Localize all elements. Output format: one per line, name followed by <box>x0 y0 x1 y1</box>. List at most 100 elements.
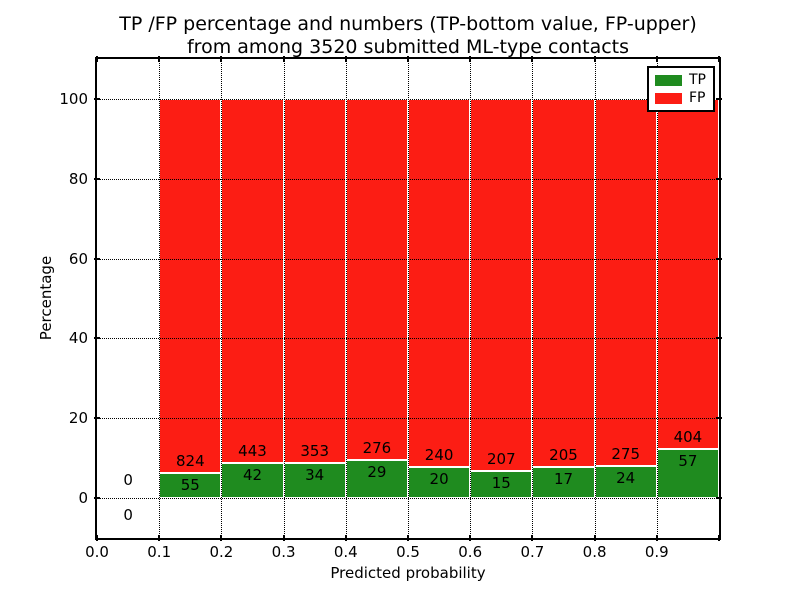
x-tick-mark-bottom <box>220 535 223 541</box>
x-tick-label: 0.7 <box>520 543 545 561</box>
chart-title-line2: from among 3520 submitted ML-type contac… <box>186 36 630 58</box>
grid-line-horizontal <box>97 418 719 420</box>
x-tick-mark-bottom <box>407 535 409 541</box>
x-tick-mark-bottom <box>96 535 98 541</box>
fp-count-label: 205 <box>549 446 578 465</box>
grid-line-vertical <box>345 59 347 538</box>
grid-line-vertical <box>408 59 409 538</box>
x-tick-label: 0.8 <box>582 543 607 561</box>
x-tick-label: 0.5 <box>396 543 420 561</box>
bar-segment-tp <box>283 462 346 498</box>
legend-label-tp: TP <box>689 72 706 88</box>
tp-count-label: 0 <box>123 506 133 524</box>
x-tick-label: 0.0 <box>85 543 109 561</box>
tp-count-label: 17 <box>553 470 574 489</box>
grid-line-horizontal <box>97 99 719 100</box>
x-tick-label: 0.3 <box>271 543 296 561</box>
fp-count-label: 0 <box>123 471 133 489</box>
fp-count-label: 240 <box>424 446 454 465</box>
legend-item-tp: TP <box>655 73 707 87</box>
tp-count-label: 34 <box>305 465 325 484</box>
grid-line-vertical <box>159 59 161 538</box>
tp-count-label: 55 <box>180 476 200 495</box>
x-tick-label: 0.1 <box>147 543 172 561</box>
chart-title: TP /FP percentage and numbers (TP-bottom… <box>97 13 719 59</box>
x-tick-mark-bottom <box>344 535 347 541</box>
bar-segment-fp <box>532 99 595 468</box>
x-tick-mark-top <box>220 56 223 62</box>
y-tick-mark-left <box>94 98 100 100</box>
y-tick-mark-left <box>94 257 100 260</box>
grid-line-horizontal <box>97 498 719 499</box>
y-tick-mark-left <box>94 337 100 340</box>
bar-segment-fp <box>345 99 408 461</box>
bar-segment-fp <box>594 99 657 466</box>
bar-segment-fp <box>159 99 222 474</box>
x-tick-mark-top <box>655 56 658 62</box>
grid-line-vertical <box>283 59 285 538</box>
x-tick-label: 0.6 <box>458 543 483 561</box>
fp-count-label: 276 <box>362 439 392 458</box>
grid-line-vertical <box>221 59 223 538</box>
tp-count-label: 24 <box>616 468 636 487</box>
x-tick-mark-bottom <box>469 535 472 541</box>
bar-segment-fp <box>470 99 533 472</box>
y-tick-mark-left <box>94 417 100 420</box>
grid-line-vertical <box>470 59 472 538</box>
grid-line-horizontal <box>97 178 719 180</box>
bar-segment-tp <box>532 467 595 498</box>
y-tick-label: 40 <box>68 329 88 348</box>
grid-line-vertical <box>594 59 596 538</box>
legend-item-fp: FP <box>655 91 707 105</box>
x-tick-label: 0.4 <box>333 543 358 561</box>
tp-count-label: 15 <box>491 474 511 493</box>
x-tick-mark-bottom <box>158 535 161 541</box>
tp-count-label: 42 <box>242 466 263 485</box>
y-tick-label: 0 <box>78 489 88 507</box>
y-tick-mark-right <box>716 177 722 180</box>
chart-title-line1: TP /FP percentage and numbers (TP-bottom… <box>119 13 697 35</box>
x-tick-mark-bottom <box>531 535 534 541</box>
x-tick-mark-top <box>469 56 472 62</box>
legend: TP FP <box>647 66 715 112</box>
x-tick-mark-bottom <box>718 535 720 541</box>
legend-label-fp: FP <box>689 90 706 106</box>
tp-count-label: 57 <box>678 451 698 470</box>
tp-count-label: 20 <box>429 470 449 489</box>
x-tick-mark-top <box>96 56 98 62</box>
bar-segment-tp <box>159 473 222 498</box>
grid-line-vertical <box>656 59 658 538</box>
bar-segment-tp <box>656 448 719 498</box>
x-tick-mark-top <box>718 56 720 62</box>
fp-count-label: 824 <box>175 452 205 471</box>
fp-count-label: 404 <box>673 427 703 446</box>
y-tick-label: 80 <box>68 169 88 188</box>
y-tick-mark-left <box>94 177 100 180</box>
y-tick-mark-right <box>716 257 722 260</box>
bar-segment-fp <box>221 99 284 464</box>
x-tick-label: 0.9 <box>644 543 669 561</box>
x-tick-mark-bottom <box>655 535 658 541</box>
y-tick-label: 60 <box>68 249 88 268</box>
y-tick-label: 20 <box>68 409 88 428</box>
grid-line-horizontal <box>97 258 719 260</box>
fp-color-swatch <box>655 92 682 104</box>
y-tick-mark-left <box>94 497 100 499</box>
x-tick-mark-bottom <box>593 535 596 541</box>
y-tick-label: 100 <box>59 90 88 108</box>
bar-segment-tp <box>221 463 284 498</box>
y-tick-mark-right <box>716 98 722 100</box>
bar-segment-fp <box>408 99 471 468</box>
fp-count-label: 275 <box>611 444 641 463</box>
fp-count-label: 443 <box>238 442 267 461</box>
y-tick-mark-right <box>716 497 722 499</box>
y-tick-mark-right <box>716 337 722 340</box>
tp-count-label: 29 <box>367 463 387 482</box>
y-tick-mark-right <box>716 417 722 420</box>
tp-color-swatch <box>655 74 682 86</box>
x-tick-mark-top <box>531 56 534 62</box>
fp-count-label: 353 <box>300 441 330 460</box>
x-tick-label: 0.2 <box>209 543 234 561</box>
x-tick-mark-bottom <box>282 535 285 541</box>
